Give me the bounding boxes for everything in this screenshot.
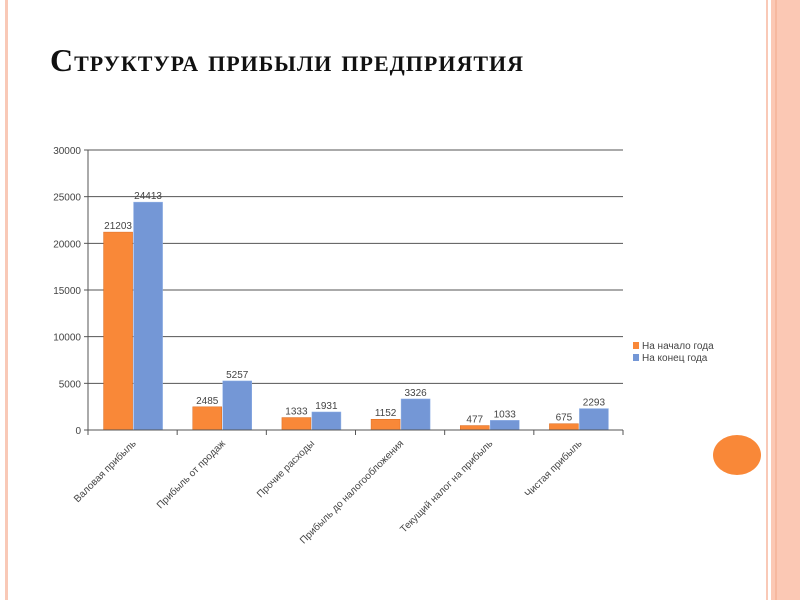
y-tick-label: 30000 xyxy=(53,146,81,157)
legend-label: На конец года xyxy=(642,353,708,364)
bar xyxy=(400,398,431,431)
bar xyxy=(281,417,312,431)
data-label: 3326 xyxy=(404,388,427,399)
y-tick-label: 25000 xyxy=(53,193,81,204)
y-tick-label: 5000 xyxy=(59,379,82,390)
x-tick-label: Прибыль до налогообложения xyxy=(297,438,406,547)
legend-swatch xyxy=(633,342,639,349)
data-label: 5257 xyxy=(226,370,249,381)
bar xyxy=(222,380,252,431)
bar xyxy=(370,418,401,431)
data-label: 2293 xyxy=(583,398,606,409)
right-border-line xyxy=(766,0,768,600)
y-tick-label: 10000 xyxy=(53,333,81,344)
bar xyxy=(133,201,163,431)
data-label: 21203 xyxy=(104,221,132,232)
bar xyxy=(192,406,222,431)
bar xyxy=(549,423,579,431)
decorative-circle xyxy=(713,435,761,475)
bar xyxy=(103,231,133,431)
right-border-stripe xyxy=(775,0,777,600)
data-label: 477 xyxy=(466,415,483,426)
legend-label: На начало года xyxy=(642,341,714,352)
x-tick-label: Прибыль от продаж xyxy=(154,437,228,511)
data-label: 2485 xyxy=(196,396,219,407)
x-tick-label: Прочие расходы xyxy=(255,438,317,500)
data-label: 1333 xyxy=(285,407,308,418)
x-tick-label: Текущий налог на прибыль xyxy=(398,438,496,536)
data-label: 1033 xyxy=(494,409,517,420)
bar xyxy=(460,425,490,431)
legend-swatch xyxy=(633,354,639,361)
data-label: 1152 xyxy=(375,408,397,419)
data-label: 24413 xyxy=(134,191,162,202)
y-tick-label: 15000 xyxy=(53,286,81,297)
x-tick-label: Чистая прибыль xyxy=(522,438,584,500)
y-tick-label: 20000 xyxy=(53,239,81,250)
left-border xyxy=(5,0,8,600)
bar xyxy=(311,411,342,431)
data-label: 675 xyxy=(556,413,573,424)
bar xyxy=(579,408,609,431)
y-tick-label: 0 xyxy=(75,426,81,437)
bar xyxy=(490,420,520,431)
data-label: 1931 xyxy=(315,401,338,412)
slide-title: Структура прибыли предприятия xyxy=(50,42,525,78)
x-tick-label: Валовая прибыль xyxy=(71,438,138,505)
